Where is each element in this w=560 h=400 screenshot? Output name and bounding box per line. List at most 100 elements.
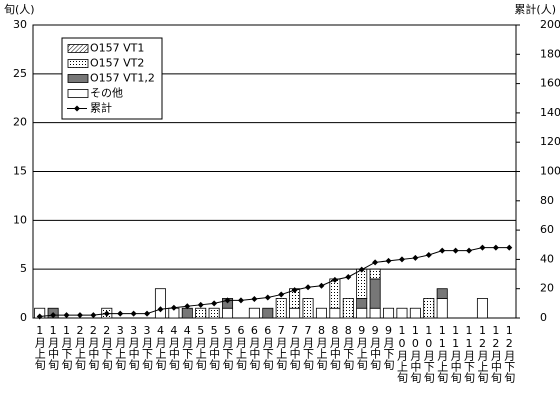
bar-segment: [342, 298, 354, 319]
y2-tick-label: 140: [540, 106, 560, 119]
line-marker: [345, 273, 352, 280]
legend-marker: [74, 105, 80, 112]
x-tick-label: 11月上旬: [436, 324, 449, 384]
bar-segment: [329, 278, 341, 309]
line-marker: [452, 247, 459, 254]
bar-segment: [356, 307, 368, 319]
y-tick-label: 0: [20, 311, 27, 324]
line-marker: [466, 247, 473, 254]
line-marker: [237, 297, 244, 304]
bar-segment: [436, 298, 448, 319]
x-tick-label: 5月下旬: [221, 324, 234, 371]
legend-label: その他: [90, 87, 123, 100]
x-tick-label: 8月中旬: [328, 324, 341, 371]
y-tick-label: 25: [13, 67, 27, 80]
legend-label: O157 VT1,2: [90, 72, 155, 85]
bar-segment: [154, 288, 166, 319]
line-marker: [385, 257, 392, 264]
x-tick-label: 7月上旬: [275, 324, 288, 371]
x-tick-label: 1月中旬: [47, 324, 60, 371]
bar-segment: [208, 307, 220, 319]
x-tick-label: 6月中旬: [248, 324, 261, 371]
line-marker: [144, 310, 151, 317]
line-marker: [479, 244, 486, 251]
y2-tick-label: 100: [540, 165, 560, 178]
x-tick-label: 4月上旬: [154, 324, 167, 371]
line-marker: [492, 244, 499, 251]
line-marker: [412, 254, 419, 261]
x-tick-label: 3月下旬: [141, 324, 154, 371]
x-tick-label: 10月下旬: [422, 324, 435, 384]
bar-segment: [248, 307, 260, 319]
line-marker: [103, 310, 110, 317]
bar-segment: [262, 307, 274, 319]
x-tick-label: 10月上旬: [395, 324, 408, 384]
plot-frame: [32, 24, 517, 319]
x-tick-label: 1月下旬: [60, 324, 73, 371]
bar-segment: [476, 298, 488, 319]
legend-swatch: [67, 89, 89, 98]
line-marker: [130, 310, 137, 317]
x-tick-label: 12月上旬: [476, 324, 489, 384]
line-marker: [76, 312, 83, 319]
bar-segment: [396, 307, 408, 319]
y2-tick-label: 120: [540, 135, 560, 148]
bar-segment: [222, 307, 234, 319]
bar-segment: [356, 268, 368, 299]
bar-segment: [289, 307, 301, 319]
bar-segment: [369, 307, 381, 319]
line-marker: [184, 303, 191, 310]
y2-tick-label: 180: [540, 47, 560, 60]
x-tick-label: 6月上旬: [234, 324, 247, 371]
x-tick-label: 8月上旬: [315, 324, 328, 371]
bar-segment: [181, 307, 193, 319]
x-tick-label: 3月中旬: [127, 324, 140, 371]
bar-segment: [195, 307, 207, 319]
x-tick-label: 8月下旬: [342, 324, 355, 371]
bar-segment: [275, 298, 287, 319]
bar-segment: [409, 307, 421, 319]
bar-segment: [369, 268, 381, 280]
y2-tick-label: 0: [540, 311, 547, 324]
line-marker: [278, 291, 285, 298]
x-tick-label: 12月下旬: [503, 324, 516, 384]
y2-tick-label: 40: [540, 252, 554, 265]
x-tick-label: 5月上旬: [194, 324, 207, 371]
y-tick-label: 20: [13, 116, 27, 129]
y2-tick-label: 80: [540, 194, 554, 207]
line-marker: [331, 276, 338, 283]
legend-label: 累計: [90, 101, 112, 115]
x-tick-label: 7月下旬: [302, 324, 315, 371]
bar-segment: [329, 307, 341, 319]
bar-segment: [436, 288, 448, 299]
bar-segment: [383, 307, 395, 319]
y2-axis-title: 累計(人): [514, 2, 556, 16]
line-marker: [117, 310, 124, 317]
x-tick-label: 7月中旬: [288, 324, 301, 371]
line-marker: [224, 297, 231, 304]
legend-swatch: [67, 59, 89, 68]
x-tick-label: 11月下旬: [463, 324, 476, 384]
line-marker: [170, 304, 177, 311]
x-tick-label: 2月上旬: [73, 324, 86, 371]
y2-tick-label: 60: [540, 223, 554, 236]
line-marker: [90, 312, 97, 319]
y2-tick-label: 20: [540, 282, 554, 295]
x-tick-label: 4月下旬: [181, 324, 194, 371]
line-marker: [425, 252, 432, 259]
x-tick-label: 9月下旬: [382, 324, 395, 371]
line-marker: [291, 287, 298, 294]
x-tick-label: 6月下旬: [261, 324, 274, 371]
x-tick-label: 1月上旬: [33, 324, 46, 371]
x-tick-label: 10月中旬: [409, 324, 422, 384]
x-tick-label: 9月中旬: [369, 324, 382, 371]
legend-label: O157 VT2: [90, 57, 144, 70]
line-marker: [264, 294, 271, 301]
legend-label: O157 VT1: [90, 42, 144, 55]
x-tick-label: 3月上旬: [114, 324, 127, 371]
line-marker: [36, 313, 43, 320]
bar-segment: [369, 278, 381, 309]
y2-tick-label: 160: [540, 77, 560, 90]
line-marker: [305, 284, 312, 291]
